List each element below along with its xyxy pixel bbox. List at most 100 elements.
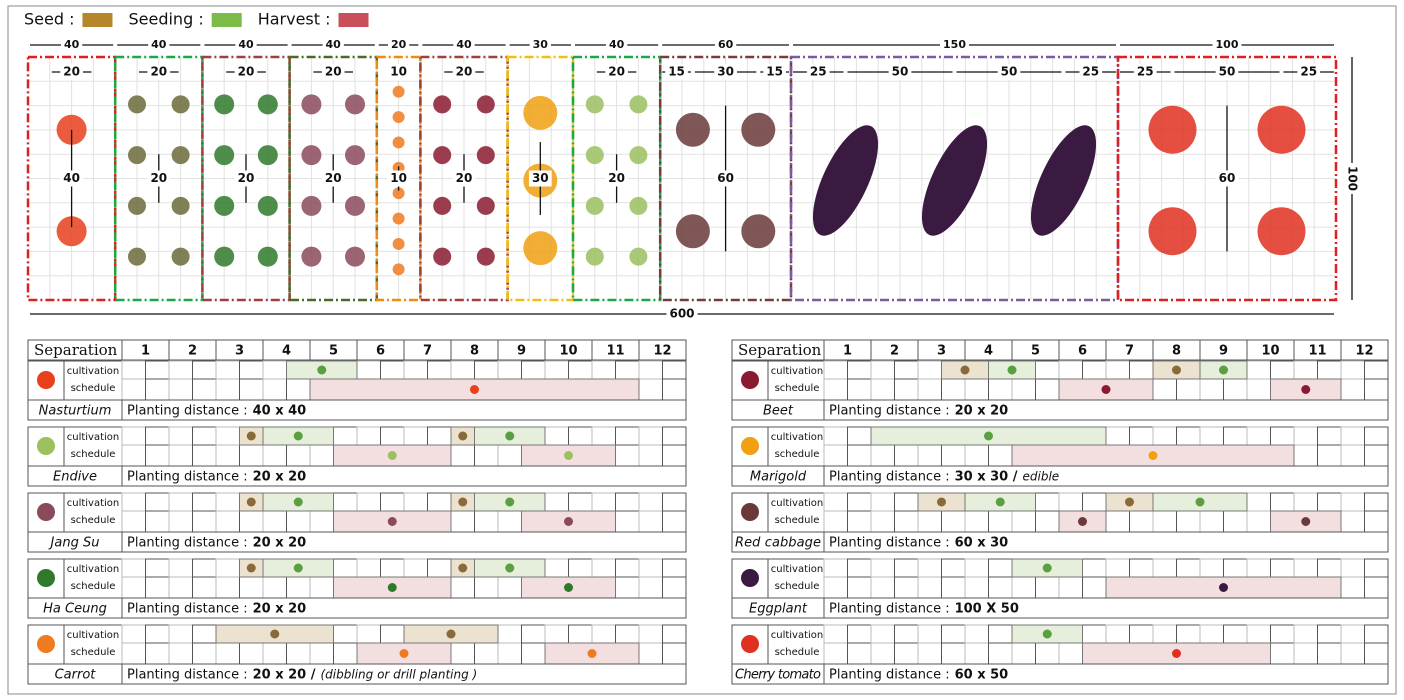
plant-icon [257, 145, 278, 166]
table-cell [1270, 624, 1295, 644]
table-cell [941, 642, 966, 665]
bed-width-label: 40 [456, 38, 472, 51]
period-icon [1301, 517, 1311, 526]
table-cell [474, 576, 499, 599]
row-label: cultivation [771, 564, 824, 575]
table-cell [215, 378, 240, 401]
table-cell [870, 642, 895, 665]
period-icon [564, 583, 573, 592]
table-cell [63, 426, 123, 467]
table-cell [1152, 558, 1177, 578]
distance-label: Planting distance : [127, 602, 248, 617]
table-cell [380, 426, 405, 446]
label-bg [321, 64, 345, 80]
table-cell [145, 444, 170, 467]
period-icon [293, 497, 303, 507]
table-cell [239, 576, 264, 599]
table-cell [333, 558, 358, 578]
plant-icon [523, 95, 558, 130]
plant-icon [476, 146, 495, 165]
table-cell [121, 576, 146, 599]
table-cell [638, 426, 663, 446]
table-cell [1199, 558, 1224, 578]
table-cell [847, 360, 872, 380]
table-cell [941, 378, 966, 401]
table-cell [823, 510, 848, 533]
label-bg [665, 64, 688, 80]
table-cell [262, 444, 287, 467]
plant-icon [301, 94, 322, 115]
table-cell [1035, 492, 1060, 512]
table-cell [870, 510, 895, 533]
period-icon [470, 385, 479, 394]
table-cell [239, 444, 264, 467]
frame [7, 5, 1397, 695]
table-cell [1082, 576, 1107, 599]
bed-width-label: 40 [326, 38, 342, 51]
table-cell [1340, 642, 1365, 665]
table-cell [1293, 558, 1318, 578]
row-spacing-label: 20 [456, 171, 473, 185]
table-cell [964, 642, 989, 665]
table-cell [121, 492, 146, 512]
table-cell [1364, 510, 1389, 533]
table-cell [497, 576, 522, 599]
table-cell [380, 492, 405, 512]
table-cell [823, 399, 1389, 421]
table-cell [1364, 378, 1389, 401]
table-cell [870, 492, 895, 512]
plant-icon [392, 263, 405, 276]
table-cell [941, 558, 966, 578]
table-cell [121, 558, 146, 578]
crop-name: Cherry tomato [735, 668, 821, 683]
spacing-label: 50 [1001, 65, 1018, 79]
distance-value: 30 x 30 / [955, 470, 1018, 485]
table-cell [615, 624, 640, 644]
table-cell [941, 624, 966, 644]
crop-name: Nasturtium [39, 404, 112, 419]
table-cell [356, 558, 381, 578]
label-bg [452, 170, 476, 187]
table-cell [192, 378, 217, 401]
table-cell [662, 558, 687, 578]
row-spacing-label: 20 [325, 171, 342, 185]
table-cell [823, 426, 848, 446]
label-bg [453, 37, 475, 53]
table-cell [870, 576, 895, 599]
label-bg [714, 37, 737, 53]
period-icon [1172, 365, 1181, 375]
table-cell [63, 624, 123, 665]
table-cell [1152, 624, 1177, 644]
row-label: schedule [71, 581, 116, 592]
period-icon [387, 583, 397, 592]
plant-icon [128, 95, 146, 114]
table-cell [615, 444, 640, 467]
table-cell [121, 360, 146, 380]
plant-icon [345, 195, 365, 216]
row-label: schedule [71, 515, 116, 526]
label-bg [147, 64, 171, 80]
period-icon [564, 517, 573, 526]
table-header: Separation [738, 341, 822, 359]
label-bg [714, 170, 737, 187]
month-label: 3 [235, 344, 244, 359]
table-cell [145, 378, 170, 401]
table-cell [1129, 426, 1154, 446]
table-cell [1082, 624, 1107, 644]
plant-icon [171, 196, 190, 215]
table-cell [615, 558, 640, 578]
table-cell [662, 642, 687, 665]
plant-icon [629, 95, 648, 114]
period-icon [564, 451, 573, 460]
period-icon [937, 497, 946, 507]
plant-icon [257, 246, 278, 267]
crop-icon [741, 635, 759, 653]
table-cell [1058, 642, 1083, 665]
table-cell [1364, 444, 1389, 467]
table-cell [168, 510, 193, 533]
table-cell [1317, 624, 1342, 644]
spacing-label: 20 [238, 65, 255, 79]
table-cell [121, 444, 146, 467]
table-cell [662, 510, 687, 533]
legend-label: Harvest : [258, 10, 331, 29]
